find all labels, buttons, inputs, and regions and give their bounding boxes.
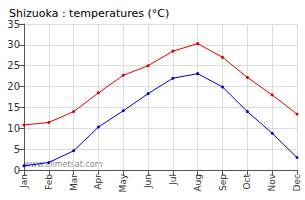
- svg-text:35: 35: [7, 19, 20, 30]
- svg-text:Mar: Mar: [69, 174, 79, 191]
- svg-text:May: May: [118, 173, 128, 192]
- svg-text:Sep: Sep: [218, 174, 228, 191]
- svg-text:www.allmetsat.com: www.allmetsat.com: [24, 159, 103, 169]
- svg-text:20: 20: [7, 81, 20, 92]
- svg-text:Jan: Jan: [19, 174, 29, 189]
- svg-text:Apr: Apr: [93, 174, 103, 190]
- svg-text:Nov: Nov: [267, 173, 277, 191]
- svg-text:Shizuoka : temperatures (°C): Shizuoka : temperatures (°C): [9, 7, 169, 20]
- svg-text:15: 15: [7, 102, 20, 113]
- svg-text:Aug: Aug: [193, 174, 203, 192]
- svg-text:30: 30: [7, 39, 20, 50]
- svg-text:Dec: Dec: [292, 174, 302, 191]
- svg-text:10: 10: [7, 123, 20, 134]
- svg-text:Jun: Jun: [143, 174, 153, 189]
- svg-text:Jul: Jul: [168, 174, 178, 186]
- svg-text:0: 0: [14, 165, 20, 176]
- svg-text:Feb: Feb: [44, 174, 54, 190]
- svg-text:25: 25: [7, 60, 20, 71]
- svg-text:Oct: Oct: [242, 174, 252, 190]
- svg-text:5: 5: [14, 144, 20, 155]
